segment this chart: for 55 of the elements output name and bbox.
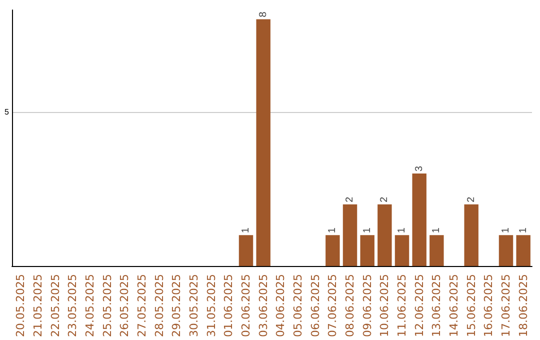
x-tick-label: 30.05.2025 bbox=[188, 274, 200, 338]
x-tick-label: 22.05.2025 bbox=[48, 274, 62, 338]
bar bbox=[360, 235, 374, 266]
x-tick-label: 09.06.2025 bbox=[360, 274, 374, 338]
bar bbox=[256, 19, 270, 266]
x-tick-label: 11.06.2025 bbox=[396, 274, 408, 338]
x-tick-label: 25.05.2025 bbox=[100, 274, 114, 338]
data-label: 8 bbox=[258, 11, 269, 18]
data-label: 1 bbox=[362, 227, 373, 234]
x-tick-label: 05.06.2025 bbox=[292, 274, 304, 338]
bar bbox=[342, 204, 358, 266]
bar bbox=[394, 235, 410, 266]
x-tick-label: 21.05.2025 bbox=[32, 274, 44, 338]
x-tick-label: 16.06.2025 bbox=[482, 274, 496, 338]
bar bbox=[412, 173, 426, 266]
x-tick-label: 07.06.2025 bbox=[326, 274, 340, 338]
data-label: 2 bbox=[466, 196, 477, 202]
x-tick-label: 08.06.2025 bbox=[344, 274, 356, 338]
x-tick-label: 23.05.2025 bbox=[66, 274, 80, 338]
x-tick-label: 15.06.2025 bbox=[464, 274, 478, 338]
data-label: 1 bbox=[240, 227, 252, 234]
x-tick-label: 24.05.2025 bbox=[84, 274, 96, 338]
x-tick-label: 12.06.2025 bbox=[412, 274, 426, 338]
x-tick-label: 18.06.2025 bbox=[516, 274, 530, 338]
bar bbox=[516, 235, 530, 266]
x-tick-label: 13.06.2025 bbox=[430, 274, 444, 338]
x-tick-label: 17.06.2025 bbox=[500, 274, 512, 338]
x-tick-label: 02.06.2025 bbox=[240, 274, 252, 338]
bar bbox=[326, 235, 340, 266]
bar bbox=[464, 204, 478, 266]
data-label: 1 bbox=[396, 227, 408, 234]
data-label: 1 bbox=[500, 227, 512, 234]
x-tick-label: 20.05.2025 bbox=[14, 274, 28, 338]
x-tick-label: 14.06.2025 bbox=[448, 274, 460, 338]
bar bbox=[378, 204, 392, 266]
x-tick-label: 26.05.2025 bbox=[118, 274, 132, 338]
x-tick-label: 31.05.2025 bbox=[204, 274, 218, 338]
bar bbox=[430, 235, 444, 266]
bar bbox=[498, 235, 514, 266]
data-label: 3 bbox=[414, 165, 425, 172]
data-label: 1 bbox=[327, 227, 338, 234]
data-label: 2 bbox=[379, 196, 390, 202]
x-tick-label: 27.05.2025 bbox=[136, 274, 148, 338]
bar bbox=[238, 235, 254, 266]
x-tick-label: 04.06.2025 bbox=[274, 274, 288, 338]
y-tick-label: 5 bbox=[4, 107, 10, 116]
x-tick-label: 01.06.2025 bbox=[222, 274, 236, 338]
x-tick-label: 03.06.2025 bbox=[256, 274, 270, 338]
x-tick-label: 28.05.2025 bbox=[152, 274, 166, 338]
data-label: 2 bbox=[344, 196, 356, 202]
data-label: 1 bbox=[431, 227, 442, 234]
data-label: 1 bbox=[518, 227, 529, 234]
x-tick-label: 10.06.2025 bbox=[378, 274, 392, 338]
x-tick-label: 29.05.2025 bbox=[170, 274, 184, 338]
x-tick-label: 06.06.2025 bbox=[308, 274, 322, 338]
